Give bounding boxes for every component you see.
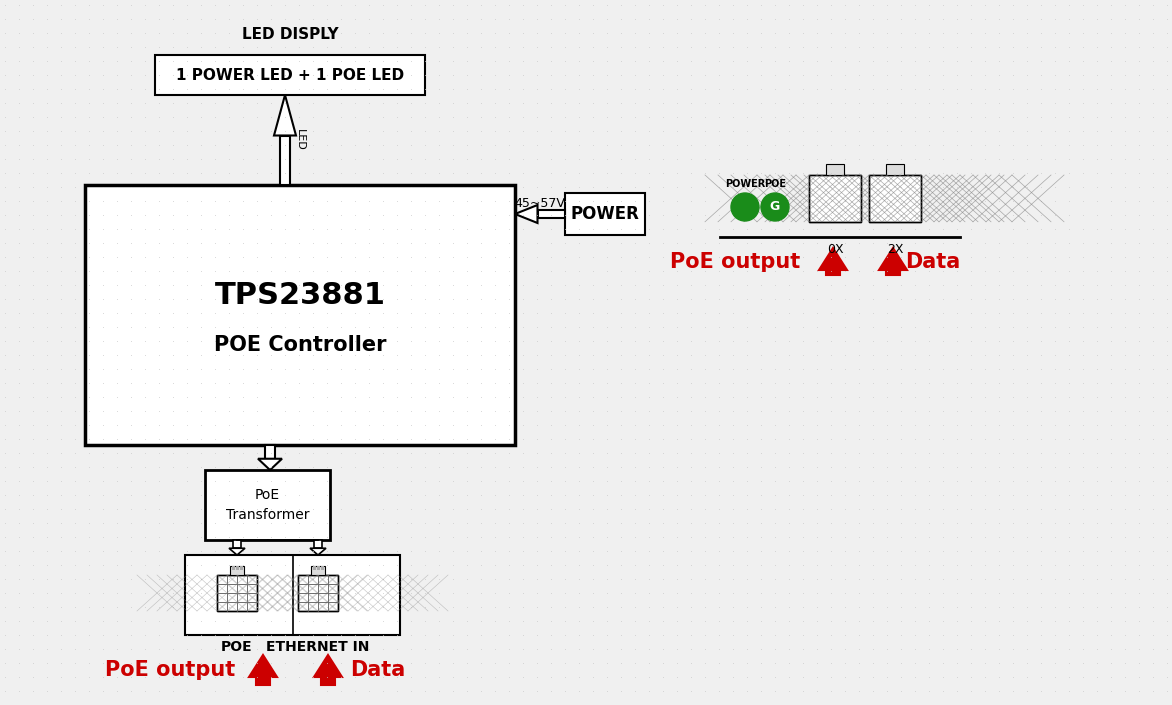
Bar <box>232 566 234 570</box>
Text: ETHERNET IN: ETHERNET IN <box>266 640 369 654</box>
Bar <box>311 566 325 575</box>
Text: POE: POE <box>222 640 253 654</box>
Text: 1 POWER LED + 1 POE LED: 1 POWER LED + 1 POE LED <box>176 68 404 82</box>
Text: PoE output: PoE output <box>670 252 800 271</box>
Bar <box>868 175 921 222</box>
Text: PoE: PoE <box>255 488 280 502</box>
Bar <box>237 566 239 570</box>
Text: POWER: POWER <box>571 205 640 223</box>
Bar <box>240 566 243 570</box>
Text: LED DISPLY: LED DISPLY <box>241 27 339 42</box>
Bar <box>321 566 323 570</box>
Text: 2X: 2X <box>887 243 904 256</box>
Bar <box>86 185 515 445</box>
Polygon shape <box>314 655 342 685</box>
Text: POE: POE <box>764 179 786 189</box>
Circle shape <box>761 193 789 221</box>
Text: LED: LED <box>295 129 305 151</box>
Bar <box>314 540 321 548</box>
Polygon shape <box>311 548 326 555</box>
Text: G: G <box>770 200 781 214</box>
Bar <box>233 540 240 548</box>
Bar <box>205 470 331 540</box>
Text: 45~57V: 45~57V <box>515 197 565 210</box>
Polygon shape <box>819 248 847 275</box>
Polygon shape <box>248 655 277 685</box>
Text: Transformer: Transformer <box>226 508 309 522</box>
Bar <box>298 575 338 611</box>
Text: PoE output: PoE output <box>105 660 236 680</box>
Bar <box>809 175 861 222</box>
Bar <box>809 175 861 222</box>
Bar <box>265 445 275 459</box>
Bar <box>280 135 289 185</box>
Bar <box>886 164 904 175</box>
Bar <box>565 193 645 235</box>
Bar <box>298 575 338 611</box>
Polygon shape <box>515 205 538 223</box>
Text: POE Controller: POE Controller <box>213 335 387 355</box>
Circle shape <box>731 193 759 221</box>
Bar <box>230 566 244 575</box>
Bar <box>217 575 257 611</box>
Bar <box>318 566 320 570</box>
Bar <box>826 164 844 175</box>
Text: Data: Data <box>905 252 960 271</box>
Bar <box>155 55 425 95</box>
Bar <box>185 555 400 635</box>
Text: POWER: POWER <box>724 179 765 189</box>
Polygon shape <box>258 459 282 470</box>
Text: 0X: 0X <box>826 243 844 256</box>
Polygon shape <box>879 248 907 275</box>
Text: Data: Data <box>350 660 406 680</box>
Polygon shape <box>274 95 297 135</box>
Bar <box>538 210 565 218</box>
Bar <box>313 566 316 570</box>
Text: TPS23881: TPS23881 <box>214 281 386 309</box>
Bar <box>217 575 257 611</box>
Bar <box>868 175 921 222</box>
Polygon shape <box>229 548 245 555</box>
